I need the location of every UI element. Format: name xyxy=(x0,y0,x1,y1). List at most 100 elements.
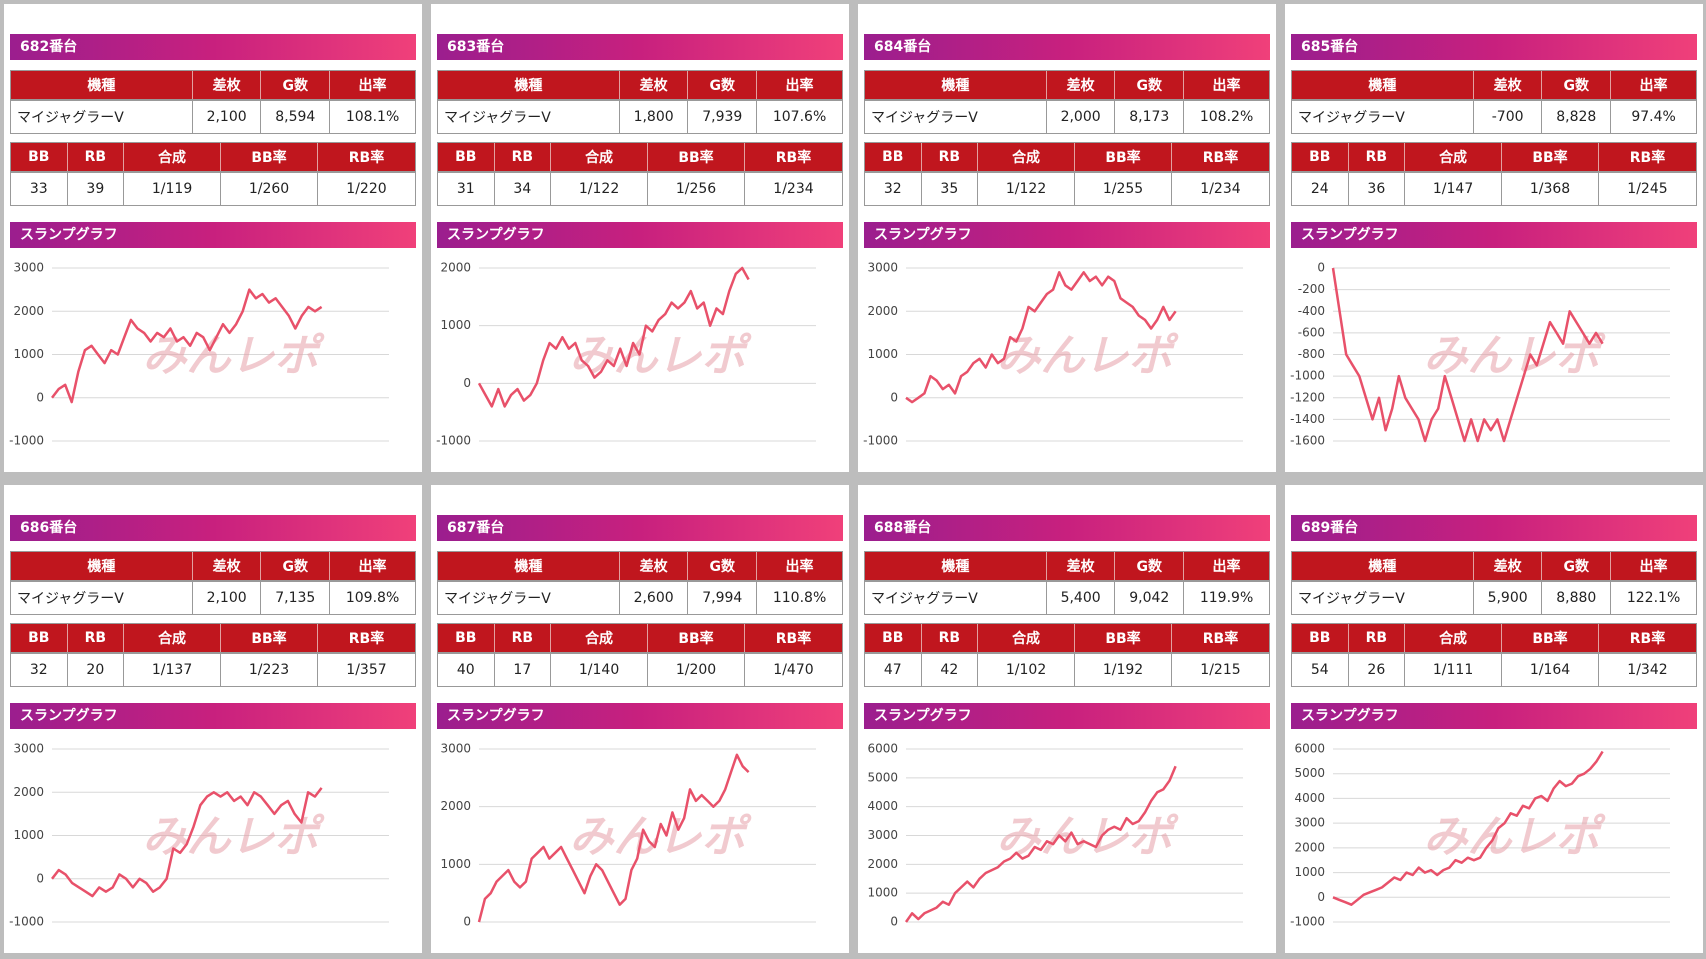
table-header: 機種 差枚 G数 出率 xyxy=(437,70,843,100)
table-cell: マイジャグラーV xyxy=(1292,582,1474,614)
header-cell: BB率 xyxy=(1075,624,1172,652)
table-cell: 47 xyxy=(865,654,922,686)
header-cell: 出率 xyxy=(1611,71,1696,99)
header-cell: 出率 xyxy=(757,71,842,99)
y-tick-label: -1600 xyxy=(1290,434,1325,448)
y-tick-label: 0 xyxy=(36,871,44,885)
y-tick-label: 1000 xyxy=(13,828,44,842)
y-tick-label: 2000 xyxy=(867,857,898,871)
y-tick-label: -400 xyxy=(1298,304,1325,318)
table-cell: 7,994 xyxy=(688,582,758,614)
table-cell: 1/255 xyxy=(1075,173,1172,205)
header-cell: 出率 xyxy=(1611,552,1696,580)
panel-title: 683番台 xyxy=(437,34,843,60)
y-tick-label: 4000 xyxy=(1294,791,1325,805)
graph-title: スランプグラフ xyxy=(864,703,1270,729)
y-tick-label: 1000 xyxy=(440,318,471,332)
graph-title: スランプグラフ xyxy=(864,222,1270,248)
table-cell: 5,900 xyxy=(1473,582,1543,614)
y-tick-label: 0 xyxy=(36,390,44,404)
graph-title: スランプグラフ xyxy=(10,222,416,248)
graph-title: スランプグラフ xyxy=(437,703,843,729)
header-cell: BB率 xyxy=(221,143,318,171)
table-cell: 9,042 xyxy=(1115,582,1185,614)
y-tick-label: -1000 xyxy=(1290,369,1325,383)
table-cell: 8,880 xyxy=(1542,582,1612,614)
table-cell: 2,100 xyxy=(192,101,262,133)
graph-title: スランプグラフ xyxy=(10,703,416,729)
y-tick-label: 0 xyxy=(1317,890,1325,904)
y-tick-label: -800 xyxy=(1298,347,1325,361)
y-tick-label: 3000 xyxy=(1294,816,1325,830)
y-tick-label: 1000 xyxy=(867,886,898,900)
header-cell: 差枚 xyxy=(192,552,262,580)
header-cell: BB xyxy=(438,143,495,171)
table-cell: 35 xyxy=(921,173,979,205)
table-row: マイジャグラーV 2,600 7,994 110.8% xyxy=(437,581,843,615)
table-row: マイジャグラーV 2,100 7,135 109.8% xyxy=(10,581,416,615)
y-tick-label: 3000 xyxy=(867,828,898,842)
header-cell: 合成 xyxy=(978,143,1076,171)
y-tick-label: -1400 xyxy=(1290,412,1325,426)
table-row: マイジャグラーV 1,800 7,939 107.6% xyxy=(437,100,843,134)
table-cell: -700 xyxy=(1473,101,1543,133)
table-cell: 39 xyxy=(67,173,125,205)
table-cell: 1/164 xyxy=(1502,654,1599,686)
table-cell: 1/342 xyxy=(1599,654,1696,686)
slump-line xyxy=(905,271,1177,404)
header-cell: BB率 xyxy=(648,143,745,171)
header-cell: RB率 xyxy=(1172,143,1269,171)
y-tick-label: 2000 xyxy=(440,799,471,813)
slump-chart: 3000 2000 1000 0 -1000 みんレポ xyxy=(9,261,389,448)
header-cell: RB率 xyxy=(318,624,415,652)
table-cell: 54 xyxy=(1292,654,1349,686)
machine-panel: 683番台 機種 差枚 G数 出率 マイジャグラーV 1,800 7,939 107.6% BB R… xyxy=(431,4,849,472)
slump-line xyxy=(1332,750,1604,906)
table-cell: 97.4% xyxy=(1611,101,1696,133)
header-cell: 出率 xyxy=(1184,71,1269,99)
y-tick-label: 6000 xyxy=(867,742,898,756)
stats-header: BB RB 合成 BB率 RB率 xyxy=(10,142,416,172)
header-cell: 機種 xyxy=(11,552,193,580)
y-tick-label: 2000 xyxy=(440,261,471,275)
y-tick-label: 1000 xyxy=(13,347,44,361)
stats-row: 33 39 1/119 1/260 1/220 xyxy=(10,172,416,206)
table-cell: 2,100 xyxy=(192,582,262,614)
machine-panel: 685番台 機種 差枚 G数 出率 マイジャグラーV -700 8,828 97.4% BB RB 合… xyxy=(1285,4,1703,472)
header-cell: RB xyxy=(921,624,979,652)
graph-title: スランプグラフ xyxy=(1291,222,1697,248)
panel-title: 684番台 xyxy=(864,34,1270,60)
graph-title: スランプグラフ xyxy=(437,222,843,248)
table-row: マイジャグラーV 2,000 8,173 108.2% xyxy=(864,100,1270,134)
header-cell: RB xyxy=(1348,624,1406,652)
header-cell: 差枚 xyxy=(619,552,689,580)
table-header: 機種 差枚 G数 出率 xyxy=(10,70,416,100)
table-cell: 26 xyxy=(1348,654,1406,686)
header-cell: 機種 xyxy=(11,71,193,99)
header-cell: BB率 xyxy=(1075,143,1172,171)
table-cell: 31 xyxy=(438,173,495,205)
table-header: 機種 差枚 G数 出率 xyxy=(1291,70,1697,100)
table-cell: 1/119 xyxy=(124,173,222,205)
slump-chart: 6000 5000 4000 3000 2000 1000 0 -1000 みんレポ xyxy=(1290,742,1670,929)
header-cell: 差枚 xyxy=(1473,552,1543,580)
header-cell: G数 xyxy=(261,71,331,99)
header-cell: RB率 xyxy=(1599,143,1696,171)
table-cell: 1/147 xyxy=(1405,173,1503,205)
header-cell: BB率 xyxy=(1502,624,1599,652)
table-cell: マイジャグラーV xyxy=(438,101,620,133)
machine-panel: 689番台 機種 差枚 G数 出率 マイジャグラーV 5,900 8,880 122.1% BB R… xyxy=(1285,485,1703,953)
table-cell: 110.8% xyxy=(757,582,842,614)
table-cell: 119.9% xyxy=(1184,582,1269,614)
header-cell: 合成 xyxy=(1405,624,1503,652)
y-tick-label: -1000 xyxy=(9,915,44,929)
table-cell: 1/122 xyxy=(978,173,1076,205)
table-header: 機種 差枚 G数 出率 xyxy=(10,551,416,581)
table-cell: 8,594 xyxy=(261,101,331,133)
table-header: 機種 差枚 G数 出率 xyxy=(437,551,843,581)
table-cell: 1,800 xyxy=(619,101,689,133)
table-cell: 24 xyxy=(1292,173,1349,205)
stats-header: BB RB 合成 BB率 RB率 xyxy=(864,142,1270,172)
table-cell: 1/357 xyxy=(318,654,415,686)
